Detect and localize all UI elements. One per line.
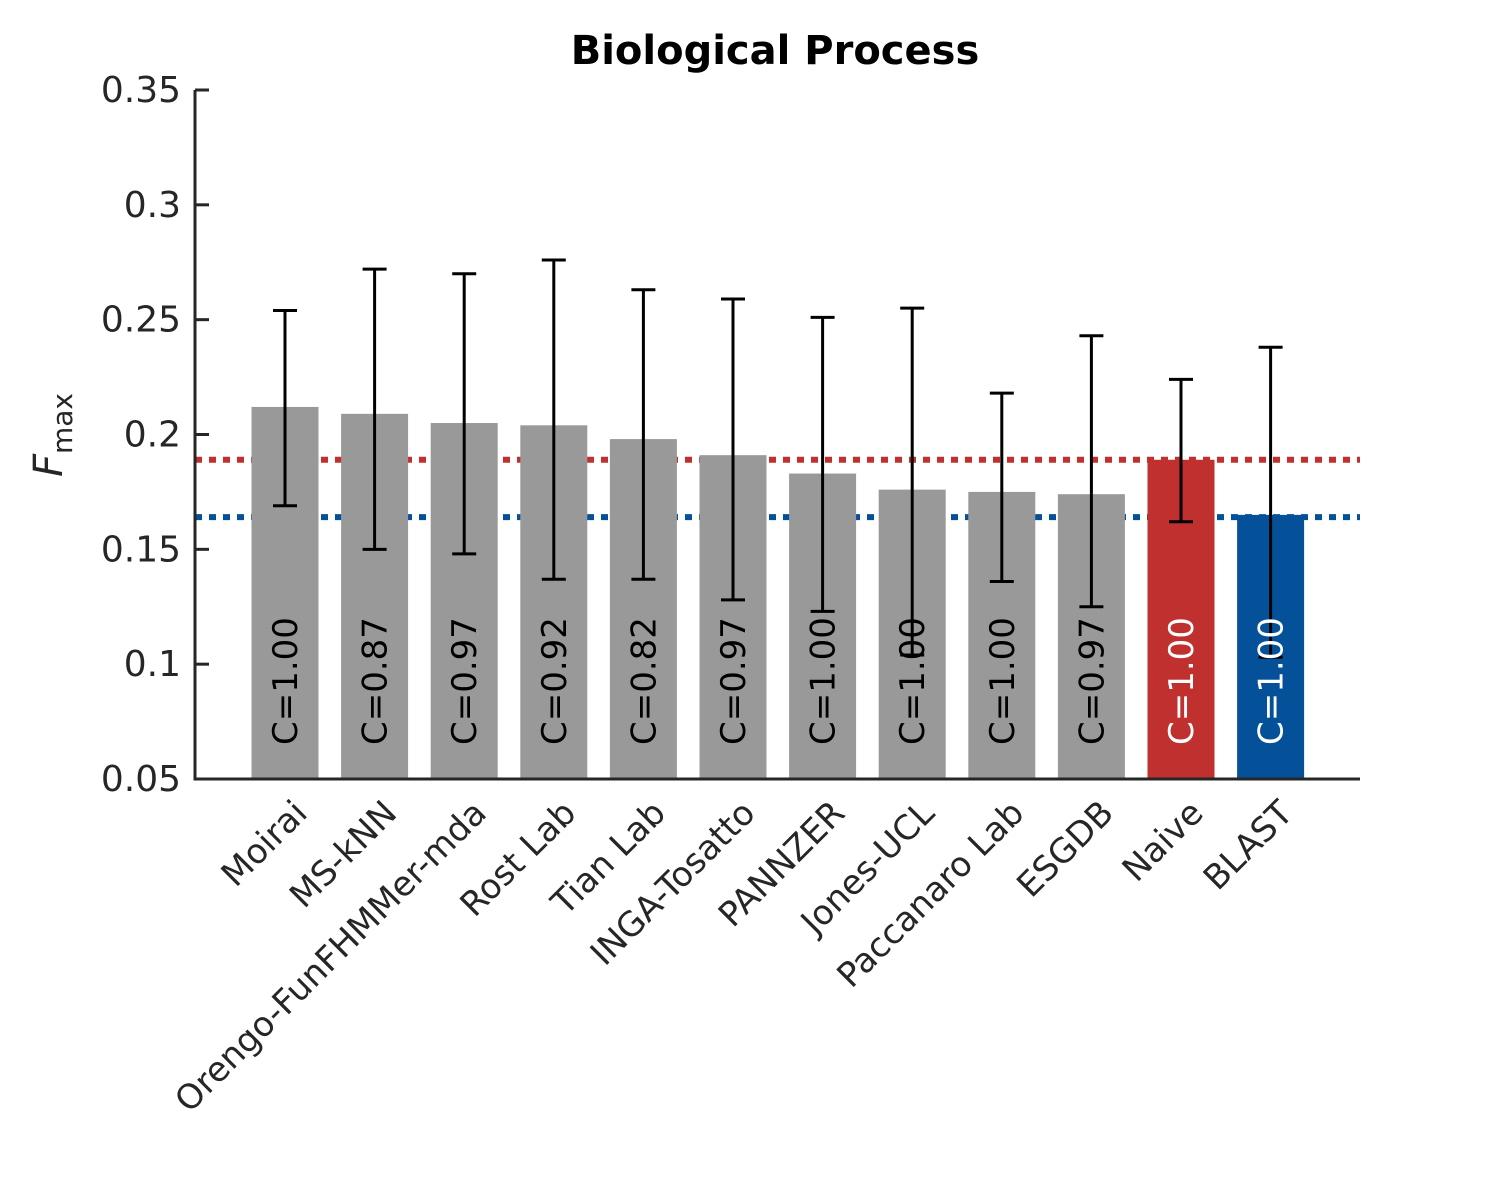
- y-axis-label-subscript: max: [46, 393, 79, 454]
- y-tick-label-3: 0.2: [124, 415, 181, 456]
- bar-label-7: C=1.00: [893, 617, 933, 745]
- svg-text:Fmax: Fmax: [26, 393, 79, 477]
- error-bars: [273, 258, 1283, 659]
- bar-label-8: C=1.00: [983, 617, 1023, 745]
- x-tick-label-10: Naive: [1115, 793, 1212, 890]
- y-tick-label-6: 0.35: [101, 70, 181, 111]
- bar-label-11: C=1.00: [1252, 617, 1292, 745]
- y-ticks: 0.05 0.1 0.15 0.2 0.25 0.3 0.35: [101, 70, 209, 800]
- bar-label-3: C=0.92: [535, 617, 575, 745]
- bar-label-10: C=1.00: [1162, 617, 1202, 745]
- x-tick-label-11: BLAST: [1196, 793, 1301, 898]
- bar-labels: C=1.00 C=0.87 C=0.97 C=0.92 C=0.82 C=0.97 C=1.…: [266, 617, 1292, 745]
- bar-label-6: C=1.00: [804, 617, 844, 745]
- bar-label-0: C=1.00: [266, 617, 306, 745]
- y-tick-label-2: 0.15: [101, 529, 181, 570]
- bar-label-5: C=0.97: [714, 617, 754, 745]
- y-tick-label-5: 0.3: [124, 185, 181, 226]
- y-axis-label-main: F: [26, 453, 72, 477]
- y-tick-label-4: 0.25: [101, 300, 181, 341]
- chart-title: Biological Process: [571, 28, 980, 74]
- bar-label-2: C=0.97: [445, 617, 485, 745]
- bar-label-9: C=0.97: [1072, 617, 1112, 745]
- y-tick-label-1: 0.1: [124, 644, 181, 685]
- y-tick-label-0: 0.05: [101, 759, 181, 800]
- x-tick-label-9: ESGDB: [1009, 793, 1121, 905]
- bar-label-1: C=0.87: [356, 617, 396, 745]
- y-axis-label: Fmax: [26, 393, 79, 477]
- bar-label-4: C=0.82: [624, 617, 664, 745]
